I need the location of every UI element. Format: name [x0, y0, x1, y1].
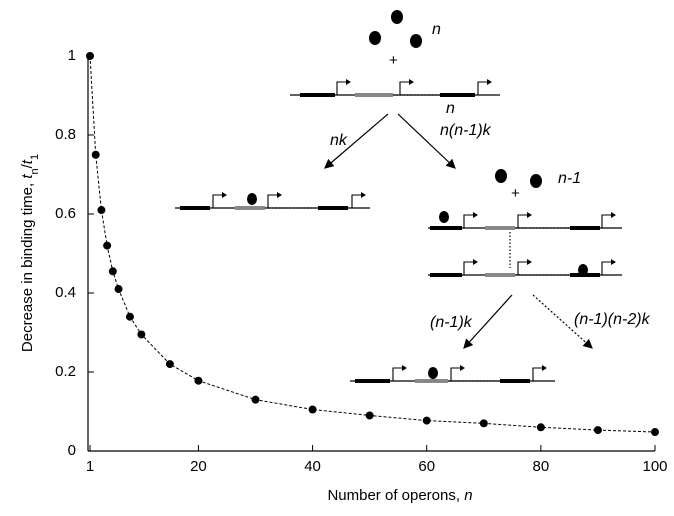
annotation: n(n-1)k	[440, 122, 492, 139]
point	[137, 330, 146, 339]
annotation: n	[432, 21, 441, 38]
point	[194, 376, 203, 385]
diagram: n + n nk n(n-1)k + n-1 (n-1)k (n-1)(n-2)…	[175, 10, 651, 383]
y-tick-label: 0.2	[55, 363, 76, 380]
x-tick-label: 20	[190, 458, 207, 475]
point	[97, 206, 106, 215]
x-tick-label: 100	[642, 458, 667, 475]
series-line	[89, 55, 656, 433]
point	[86, 52, 94, 60]
y-tick-label: 1	[68, 47, 76, 64]
y-tick-label: 0.8	[55, 126, 76, 143]
point	[422, 416, 431, 425]
point	[125, 312, 134, 321]
point	[165, 360, 174, 369]
y-tick-label: 0.4	[55, 284, 76, 301]
annotation: +	[511, 185, 520, 202]
x-tick-label: 1	[86, 458, 94, 475]
point	[251, 395, 260, 404]
point	[91, 150, 100, 159]
annotation: (n-1)(n-2)k	[574, 311, 651, 328]
x-tick-label: 40	[304, 458, 321, 475]
point	[536, 423, 545, 432]
x-tick-label: 60	[418, 458, 435, 475]
annotation: +	[389, 52, 398, 69]
annotation: n	[446, 100, 455, 117]
point	[365, 411, 374, 420]
y-axis-label: Decrease in binding time, tn/t1	[19, 154, 41, 352]
x-axis-label: Number of operons, n	[327, 487, 472, 504]
point	[103, 241, 112, 250]
y-tick-label: 0	[68, 442, 76, 459]
annotation: n-1	[558, 170, 581, 187]
point	[479, 419, 488, 428]
x-tick-label: 80	[533, 458, 550, 475]
point	[651, 428, 659, 437]
point	[308, 405, 317, 414]
point	[108, 267, 117, 276]
annotation: (n-1)k	[430, 314, 473, 331]
point	[114, 285, 123, 294]
y-tick-label: 0.6	[55, 205, 76, 222]
axes: 0 0.2 0.4 0.6 0.8 1 1 20 40 60 80 100	[55, 47, 667, 475]
annotation: nk	[330, 132, 348, 149]
point	[593, 426, 602, 435]
